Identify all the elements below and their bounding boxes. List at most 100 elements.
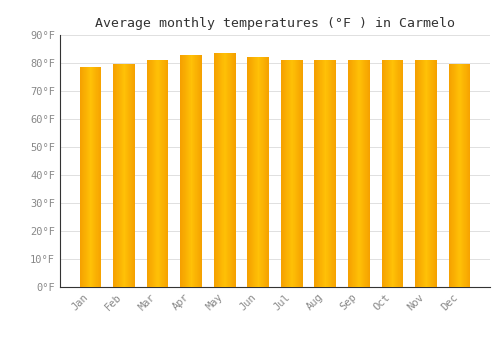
Bar [450, 64, 451, 287]
Bar [90, 67, 91, 287]
Bar [146, 60, 169, 287]
Bar [327, 60, 328, 287]
Bar [300, 60, 301, 287]
Bar [228, 53, 229, 287]
Bar [260, 57, 261, 287]
Bar [162, 60, 163, 287]
Bar [352, 60, 353, 287]
Bar [362, 60, 363, 287]
Bar [392, 60, 393, 287]
Bar [157, 60, 158, 287]
Bar [100, 67, 101, 287]
Bar [99, 67, 100, 287]
Bar [256, 57, 257, 287]
Bar [348, 60, 370, 287]
Bar [180, 55, 202, 287]
Bar [293, 60, 294, 287]
Bar [268, 57, 269, 287]
Bar [391, 60, 392, 287]
Bar [367, 60, 368, 287]
Bar [124, 64, 125, 287]
Bar [399, 60, 400, 287]
Bar [356, 60, 358, 287]
Bar [332, 60, 333, 287]
Bar [267, 57, 268, 287]
Bar [433, 60, 434, 287]
Bar [281, 60, 302, 287]
Bar [335, 60, 336, 287]
Bar [382, 60, 404, 287]
Bar [454, 64, 455, 287]
Bar [460, 64, 461, 287]
Bar [123, 64, 124, 287]
Bar [283, 60, 284, 287]
Bar [150, 60, 151, 287]
Bar [314, 60, 315, 287]
Bar [85, 67, 86, 287]
Bar [96, 67, 97, 287]
Bar [291, 60, 292, 287]
Bar [88, 67, 89, 287]
Bar [468, 64, 469, 287]
Bar [403, 60, 404, 287]
Bar [301, 60, 302, 287]
Bar [359, 60, 360, 287]
Bar [425, 60, 426, 287]
Bar [434, 60, 436, 287]
Bar [163, 60, 164, 287]
Bar [461, 64, 462, 287]
Bar [183, 55, 184, 287]
Bar [416, 60, 418, 287]
Bar [462, 64, 463, 287]
Bar [119, 64, 120, 287]
Bar [87, 67, 88, 287]
Bar [368, 60, 369, 287]
Bar [161, 60, 162, 287]
Bar [97, 67, 98, 287]
Bar [292, 60, 293, 287]
Bar [328, 60, 329, 287]
Bar [284, 60, 285, 287]
Bar [365, 60, 366, 287]
Bar [355, 60, 356, 287]
Bar [453, 64, 454, 287]
Title: Average monthly temperatures (°F ) in Carmelo: Average monthly temperatures (°F ) in Ca… [95, 17, 455, 30]
Bar [333, 60, 334, 287]
Bar [92, 67, 93, 287]
Bar [232, 53, 233, 287]
Bar [194, 55, 195, 287]
Bar [290, 60, 291, 287]
Bar [94, 67, 95, 287]
Bar [323, 60, 324, 287]
Bar [224, 53, 225, 287]
Bar [363, 60, 364, 287]
Bar [159, 60, 160, 287]
Bar [325, 60, 326, 287]
Bar [400, 60, 401, 287]
Bar [189, 55, 190, 287]
Bar [120, 64, 122, 287]
Bar [282, 60, 283, 287]
Bar [428, 60, 430, 287]
Bar [200, 55, 201, 287]
Bar [218, 53, 219, 287]
Bar [113, 64, 135, 287]
Bar [197, 55, 198, 287]
Bar [192, 55, 194, 287]
Bar [81, 67, 82, 287]
Bar [149, 60, 150, 287]
Bar [289, 60, 290, 287]
Bar [388, 60, 389, 287]
Bar [220, 53, 221, 287]
Bar [214, 53, 236, 287]
Bar [153, 60, 154, 287]
Bar [287, 60, 288, 287]
Bar [420, 60, 421, 287]
Bar [448, 64, 449, 287]
Bar [231, 53, 232, 287]
Bar [361, 60, 362, 287]
Bar [397, 60, 398, 287]
Bar [188, 55, 189, 287]
Bar [398, 60, 399, 287]
Bar [298, 60, 299, 287]
